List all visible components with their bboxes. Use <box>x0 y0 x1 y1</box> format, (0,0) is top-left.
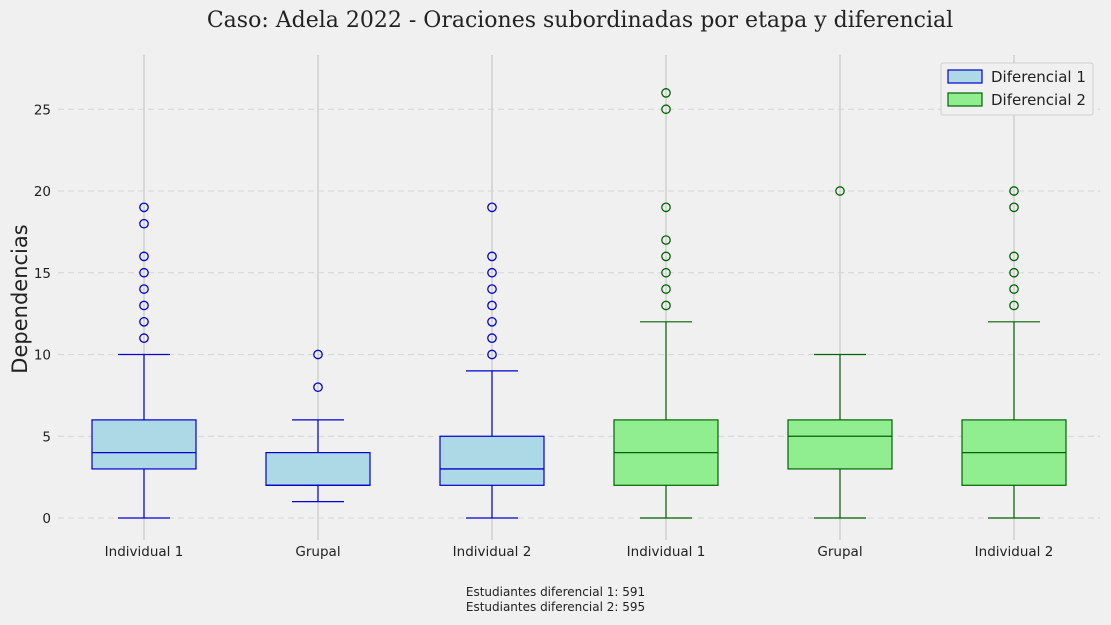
outlier-point <box>1009 186 1019 196</box>
outlier-point <box>139 316 149 327</box>
x-tick-label: Grupal <box>817 544 862 560</box>
x-tick-label: Grupal <box>295 544 340 560</box>
outlier-point <box>661 251 671 262</box>
y-tick-label: 15 <box>34 266 51 282</box>
legend-label: Diferencial 2 <box>991 91 1086 109</box>
box-iqr <box>91 419 197 470</box>
box-1-individual-1 <box>91 202 197 519</box>
box-2-grupal <box>787 186 893 519</box>
x-tick-label: Individual 2 <box>975 544 1054 560</box>
outlier-point <box>139 251 149 262</box>
outlier-point <box>661 88 671 98</box>
outlier-point <box>139 267 149 278</box>
footnote-count-2: Estudiantes diferencial 2: 595 <box>465 600 646 614</box>
outlier-point <box>313 382 323 393</box>
outlier-point <box>1009 251 1019 262</box>
outlier-point <box>661 235 671 245</box>
outlier-point <box>487 284 497 294</box>
y-tick-label: 10 <box>34 348 51 364</box>
legend-swatch <box>947 92 983 107</box>
outlier-point <box>487 267 497 278</box>
outlier-point <box>139 284 149 294</box>
legend-swatch <box>947 69 983 84</box>
outlier-point <box>661 104 671 115</box>
outlier-point <box>139 202 149 213</box>
footnote-count-1: Estudiantes diferencial 1: 591 <box>465 585 646 599</box>
y-tick-label: 25 <box>34 102 51 118</box>
outlier-point <box>139 300 149 311</box>
outlier-point <box>661 202 671 213</box>
box-2-individual-2 <box>961 186 1067 519</box>
legend: Diferencial 1 Diferencial 2 <box>940 62 1094 116</box>
outlier-point <box>835 186 845 196</box>
y-axis-label: Dependencias <box>8 224 32 373</box>
outlier-point <box>1009 300 1019 311</box>
outlier-point <box>139 333 149 343</box>
chart-title: Caso: Adela 2022 - Oraciones subordinada… <box>207 8 953 33</box>
outlier-point <box>487 349 497 360</box>
outlier-point <box>661 300 671 311</box>
y-tick-label: 20 <box>34 184 51 200</box>
box-iqr <box>439 435 545 486</box>
x-tick-label: Individual 2 <box>453 544 532 560</box>
y-tick-label: 5 <box>42 429 51 445</box>
outlier-point <box>661 267 671 278</box>
outlier-point <box>661 284 671 294</box>
outlier-point <box>487 251 497 262</box>
x-tick-label: Individual 1 <box>627 544 706 560</box>
box-iqr <box>787 419 893 470</box>
x-tick-label: Individual 1 <box>105 544 184 560</box>
outlier-point <box>139 218 149 229</box>
outlier-point <box>313 349 323 360</box>
box-1-grupal <box>265 349 371 503</box>
outlier-point <box>1009 284 1019 294</box>
outlier-point <box>1009 202 1019 213</box>
legend-label: Diferencial 1 <box>991 68 1086 86</box>
y-tick-label: 0 <box>42 511 51 527</box>
outlier-point <box>1009 267 1019 278</box>
outlier-point <box>487 316 497 327</box>
plot-area: 0 5 10 15 20 25 Individual 1 Grupal Individual 2… <box>34 55 1100 560</box>
outlier-point <box>487 300 497 311</box>
box-1-individual-2 <box>439 202 545 519</box>
box-iqr <box>265 452 371 486</box>
outlier-point <box>487 202 497 213</box>
box-2-individual-1 <box>613 88 719 519</box>
outlier-point <box>487 333 497 343</box>
